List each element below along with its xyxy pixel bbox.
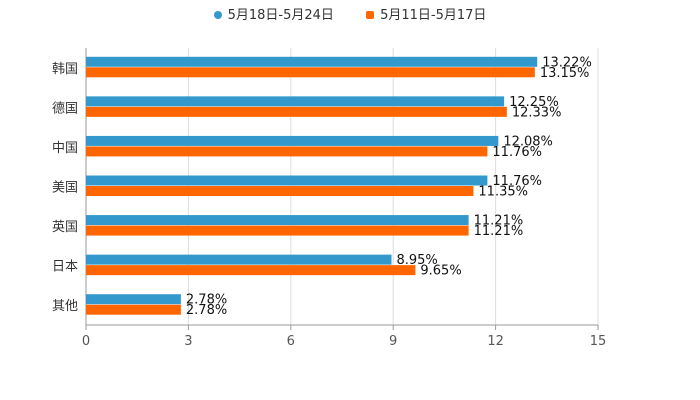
- legend-label-series-2: 5月11日-5月17日: [380, 8, 487, 23]
- data-label-series-2-1: 12.33%: [512, 105, 562, 120]
- bar-series-2-0[interactable]: [86, 67, 535, 78]
- legend-marker-series-2: [366, 10, 375, 19]
- data-label-series-1-3: 11.76%: [492, 174, 542, 189]
- bar-series-1-2[interactable]: [86, 135, 499, 146]
- legend: 5月18日-5月24日 5月11日-5月17日: [0, 4, 700, 23]
- x-tick-label-4: 12: [487, 334, 504, 349]
- legend-label-series-1: 5月18日-5月24日: [227, 8, 334, 23]
- bar-series-2-1[interactable]: [86, 106, 507, 117]
- category-label-0: 韩国: [52, 62, 78, 77]
- data-label-series-2-4: 11.21%: [474, 224, 524, 239]
- data-label-series-1-1: 12.25%: [509, 95, 559, 110]
- data-label-series-2-2: 11.76%: [492, 145, 542, 160]
- category-label-6: 其他: [52, 299, 78, 314]
- bar-series-2-4[interactable]: [86, 225, 469, 236]
- bar-series-1-4[interactable]: [86, 215, 469, 226]
- data-label-series-2-3: 11.35%: [478, 185, 528, 200]
- x-tick-label-0: 0: [82, 334, 90, 349]
- category-label-2: 中国: [52, 141, 78, 156]
- category-label-3: 美国: [52, 181, 78, 196]
- data-label-series-2-5: 9.65%: [420, 264, 461, 279]
- x-tick-label-2: 6: [287, 334, 295, 349]
- bar-series-2-2[interactable]: [86, 146, 488, 157]
- data-label-series-1-5: 8.95%: [396, 253, 437, 268]
- bar-series-2-3[interactable]: [86, 186, 474, 196]
- bar-series-2-6[interactable]: [86, 304, 181, 315]
- bar-series-1-6[interactable]: [86, 294, 181, 305]
- data-label-series-2-6: 2.78%: [186, 303, 227, 318]
- data-label-series-2-0: 13.15%: [540, 66, 590, 81]
- legend-item-series-1[interactable]: 5月18日-5月24日: [213, 4, 334, 23]
- data-label-series-1-0: 13.22%: [542, 55, 592, 70]
- bar-series-1-1[interactable]: [86, 96, 505, 107]
- x-tick-label-3: 9: [389, 334, 397, 349]
- category-label-4: 英国: [52, 220, 78, 235]
- legend-marker-series-1: [213, 10, 222, 19]
- x-tick-label-5: 15: [590, 334, 607, 349]
- x-tick-label-1: 3: [184, 334, 192, 349]
- data-label-series-1-6: 2.78%: [186, 293, 227, 308]
- bar-series-2-5[interactable]: [86, 265, 416, 276]
- data-label-series-1-4: 11.21%: [474, 214, 524, 229]
- category-label-5: 日本: [52, 260, 78, 275]
- bar-series-1-3[interactable]: [86, 175, 488, 186]
- bar-series-1-0[interactable]: [86, 56, 538, 67]
- category-label-1: 德国: [52, 101, 78, 116]
- legend-item-series-2[interactable]: 5月11日-5月17日: [366, 4, 486, 23]
- bar-series-1-5[interactable]: [86, 254, 392, 265]
- data-label-series-1-2: 12.08%: [503, 134, 553, 149]
